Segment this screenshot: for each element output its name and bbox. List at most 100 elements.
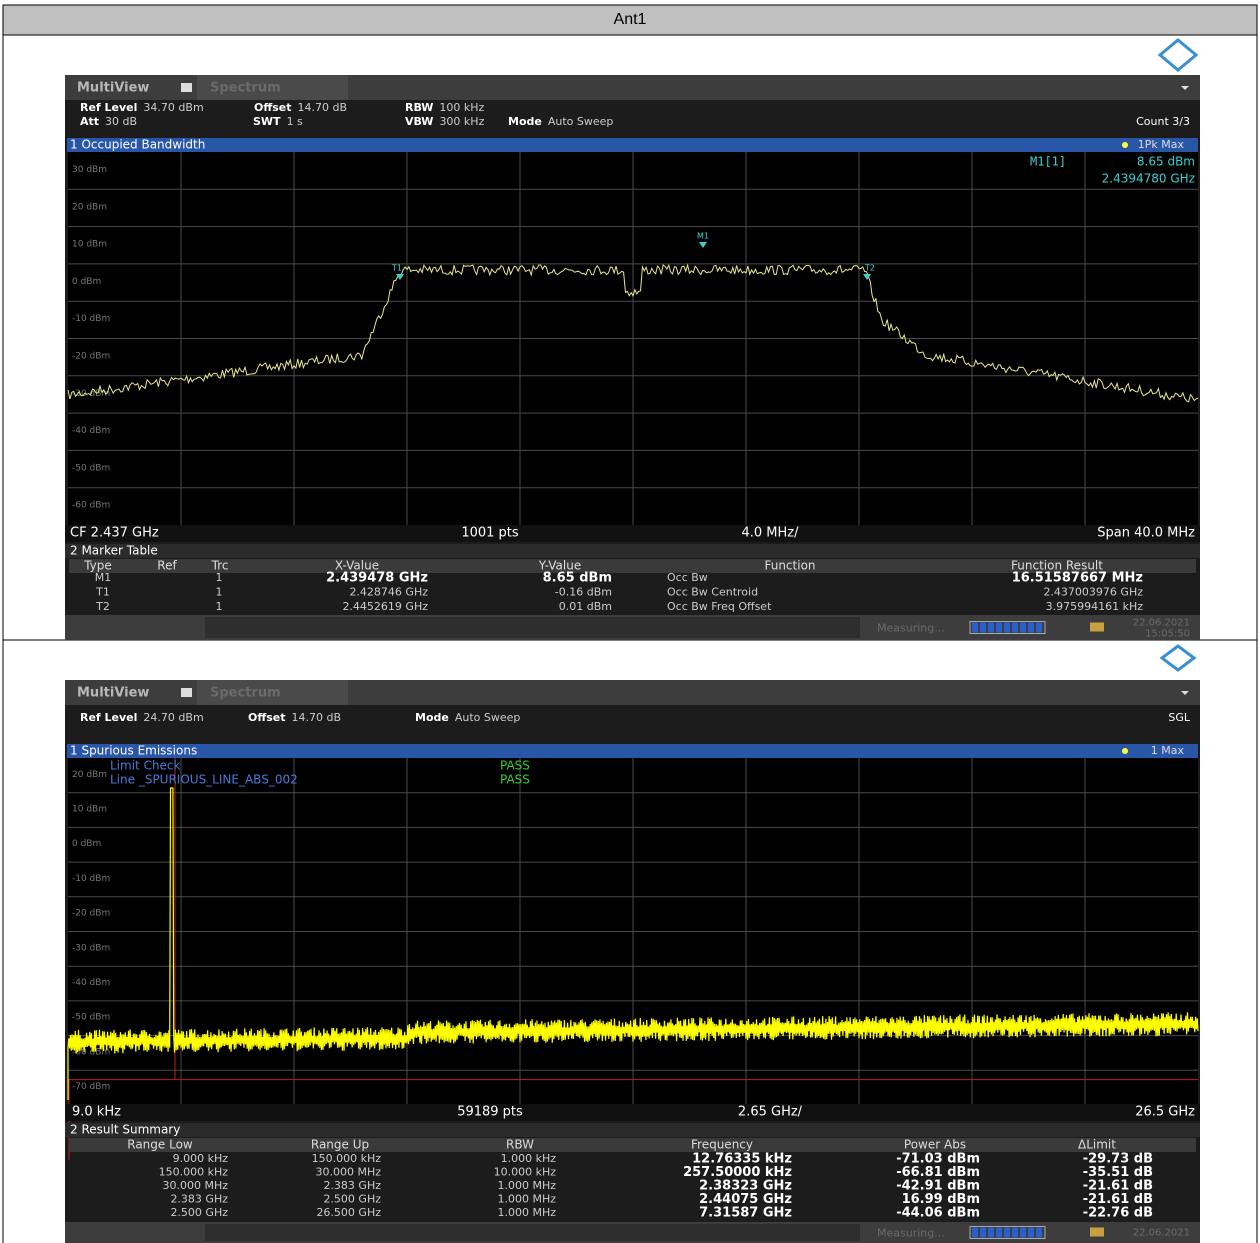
setting-value: 34.70 dBm (143, 101, 203, 114)
table-title: 2 Marker Table (70, 544, 158, 558)
table-cell: 2.437003976 GHz (1043, 586, 1143, 599)
trace-label: 1Pk Max (1138, 138, 1185, 151)
progress-block (980, 622, 986, 633)
setting: Offset 14.70 dB (254, 101, 347, 114)
setting: Mode Auto Sweep (508, 115, 613, 128)
footer-bar (65, 525, 1200, 542)
table-title: 2 Result Summary (70, 1123, 180, 1137)
header-title: Ant1 (614, 11, 647, 28)
input-field[interactable] (205, 617, 860, 638)
date: 22.06.2021 (1133, 618, 1190, 629)
progress-block (1004, 622, 1010, 633)
tab-icon (181, 83, 192, 92)
table-cell: -22.76 dB (1083, 1206, 1153, 1221)
progress-block (1036, 622, 1042, 633)
y-label: -10 dBm (72, 874, 110, 884)
footer-text: 1001 pts (461, 526, 519, 541)
trace (67, 787, 1199, 1100)
table-cell: 7.31587 GHz (699, 1206, 792, 1221)
table-cell: -66.81 dBm (896, 1165, 980, 1180)
table-cell: 1 (216, 600, 223, 613)
table-cell: 30.000 MHz (162, 1179, 228, 1192)
setting-label: Ref Level (80, 101, 137, 114)
tab[interactable]: MultiView (77, 81, 149, 96)
y-label: 10 dBm (72, 240, 107, 250)
y-label: 30 dBm (72, 165, 107, 175)
setting-label: Ref Level (80, 711, 137, 724)
input-field[interactable] (205, 1224, 860, 1241)
tab[interactable]: Spectrum (210, 81, 281, 96)
setting-label: Offset (254, 101, 292, 114)
footer-text: 2.65 GHz/ (738, 1105, 803, 1120)
table-cell: 9.000 kHz (173, 1152, 229, 1165)
progress-block (1036, 1227, 1042, 1238)
setting-value: 300 kHz (439, 115, 484, 128)
setting-value: 1 s (287, 115, 303, 128)
tab-icon (181, 688, 192, 697)
marker-readout: 2.4394780 GHz (1102, 172, 1195, 186)
progress-block (988, 622, 994, 633)
trace-label: 1 Max (1151, 744, 1185, 757)
status-right: SGL (1168, 711, 1191, 724)
table-cell: Occ Bw Centroid (667, 586, 758, 599)
marker-label: T1 (391, 264, 402, 273)
progress-block (1012, 622, 1018, 633)
limit-check-label: Line _SPURIOUS_LINE_ABS_002 (110, 773, 298, 787)
dropdown-arrow[interactable] (1181, 691, 1189, 695)
y-label: -50 dBm (72, 1013, 110, 1023)
tab-spectrum[interactable] (197, 75, 348, 100)
tab[interactable]: MultiView (77, 686, 149, 701)
marker-triangle (863, 274, 871, 280)
progress-block (1012, 1227, 1018, 1238)
table-title-bar (65, 1123, 1200, 1137)
setting-label: RBW (405, 101, 433, 114)
setting: Ref Level 24.70 dBm (80, 711, 204, 724)
dropdown-arrow[interactable] (1181, 86, 1189, 90)
table-header: Function Result (1011, 559, 1103, 573)
table-cell: 8.65 dBm (543, 571, 612, 586)
trace-dot (1122, 142, 1128, 148)
marker-triangle (699, 242, 707, 248)
tab[interactable]: Spectrum (210, 686, 281, 701)
setting: VBW 300 kHz (405, 115, 485, 128)
y-label: -60 dBm (72, 501, 110, 511)
setting-value: Auto Sweep (455, 711, 521, 724)
progress-block (1004, 1227, 1010, 1238)
table-header: Range Up (311, 1138, 369, 1152)
table-cell: M1 (95, 571, 112, 584)
date: 22.06.2021 (1133, 1228, 1190, 1239)
table-cell: 257.50000 kHz (683, 1165, 792, 1180)
progress-block (1020, 1227, 1026, 1238)
table-header: Ref (157, 559, 177, 573)
table-cell: 2.500 GHz (170, 1206, 228, 1219)
marker-readout: M1[1] (1030, 155, 1066, 169)
table-cell: -29.73 dB (1083, 1152, 1153, 1167)
marker-label: T2 (864, 264, 875, 273)
table-header: Range Low (127, 1138, 193, 1152)
y-label: 0 dBm (72, 277, 101, 287)
marker-label: M1 (697, 232, 709, 241)
icon (1090, 1227, 1104, 1237)
table-cell: 10.000 kHz (494, 1166, 557, 1179)
table-header: Trc (211, 559, 229, 573)
setting-value: 14.70 dB (298, 101, 348, 114)
table-cell: 2.4452619 GHz (342, 600, 428, 613)
limit-check-result: PASS (500, 773, 530, 787)
table-cell: -71.03 dBm (896, 1152, 980, 1167)
footer-bar (65, 1104, 1200, 1121)
table-cell: 12.76335 kHz (692, 1152, 792, 1167)
table-cell: -35.51 dB (1083, 1165, 1153, 1180)
table-cell: -44.06 dBm (896, 1206, 980, 1221)
progress-block (1028, 622, 1034, 633)
table-header: Frequency (691, 1138, 753, 1152)
setting-label: Mode (508, 115, 542, 128)
tab-spectrum[interactable] (197, 680, 348, 705)
window-title: 1 Occupied Bandwidth (70, 138, 205, 152)
table-header: RBW (506, 1138, 534, 1152)
y-label: -50 dBm (72, 463, 110, 473)
table-cell: 0.01 dBm (559, 600, 612, 613)
y-label: -10 dBm (72, 314, 110, 324)
status-right: Count 3/3 (1136, 115, 1190, 128)
footer-text: 26.5 GHz (1135, 1105, 1195, 1120)
window-title-bar (67, 138, 1198, 152)
